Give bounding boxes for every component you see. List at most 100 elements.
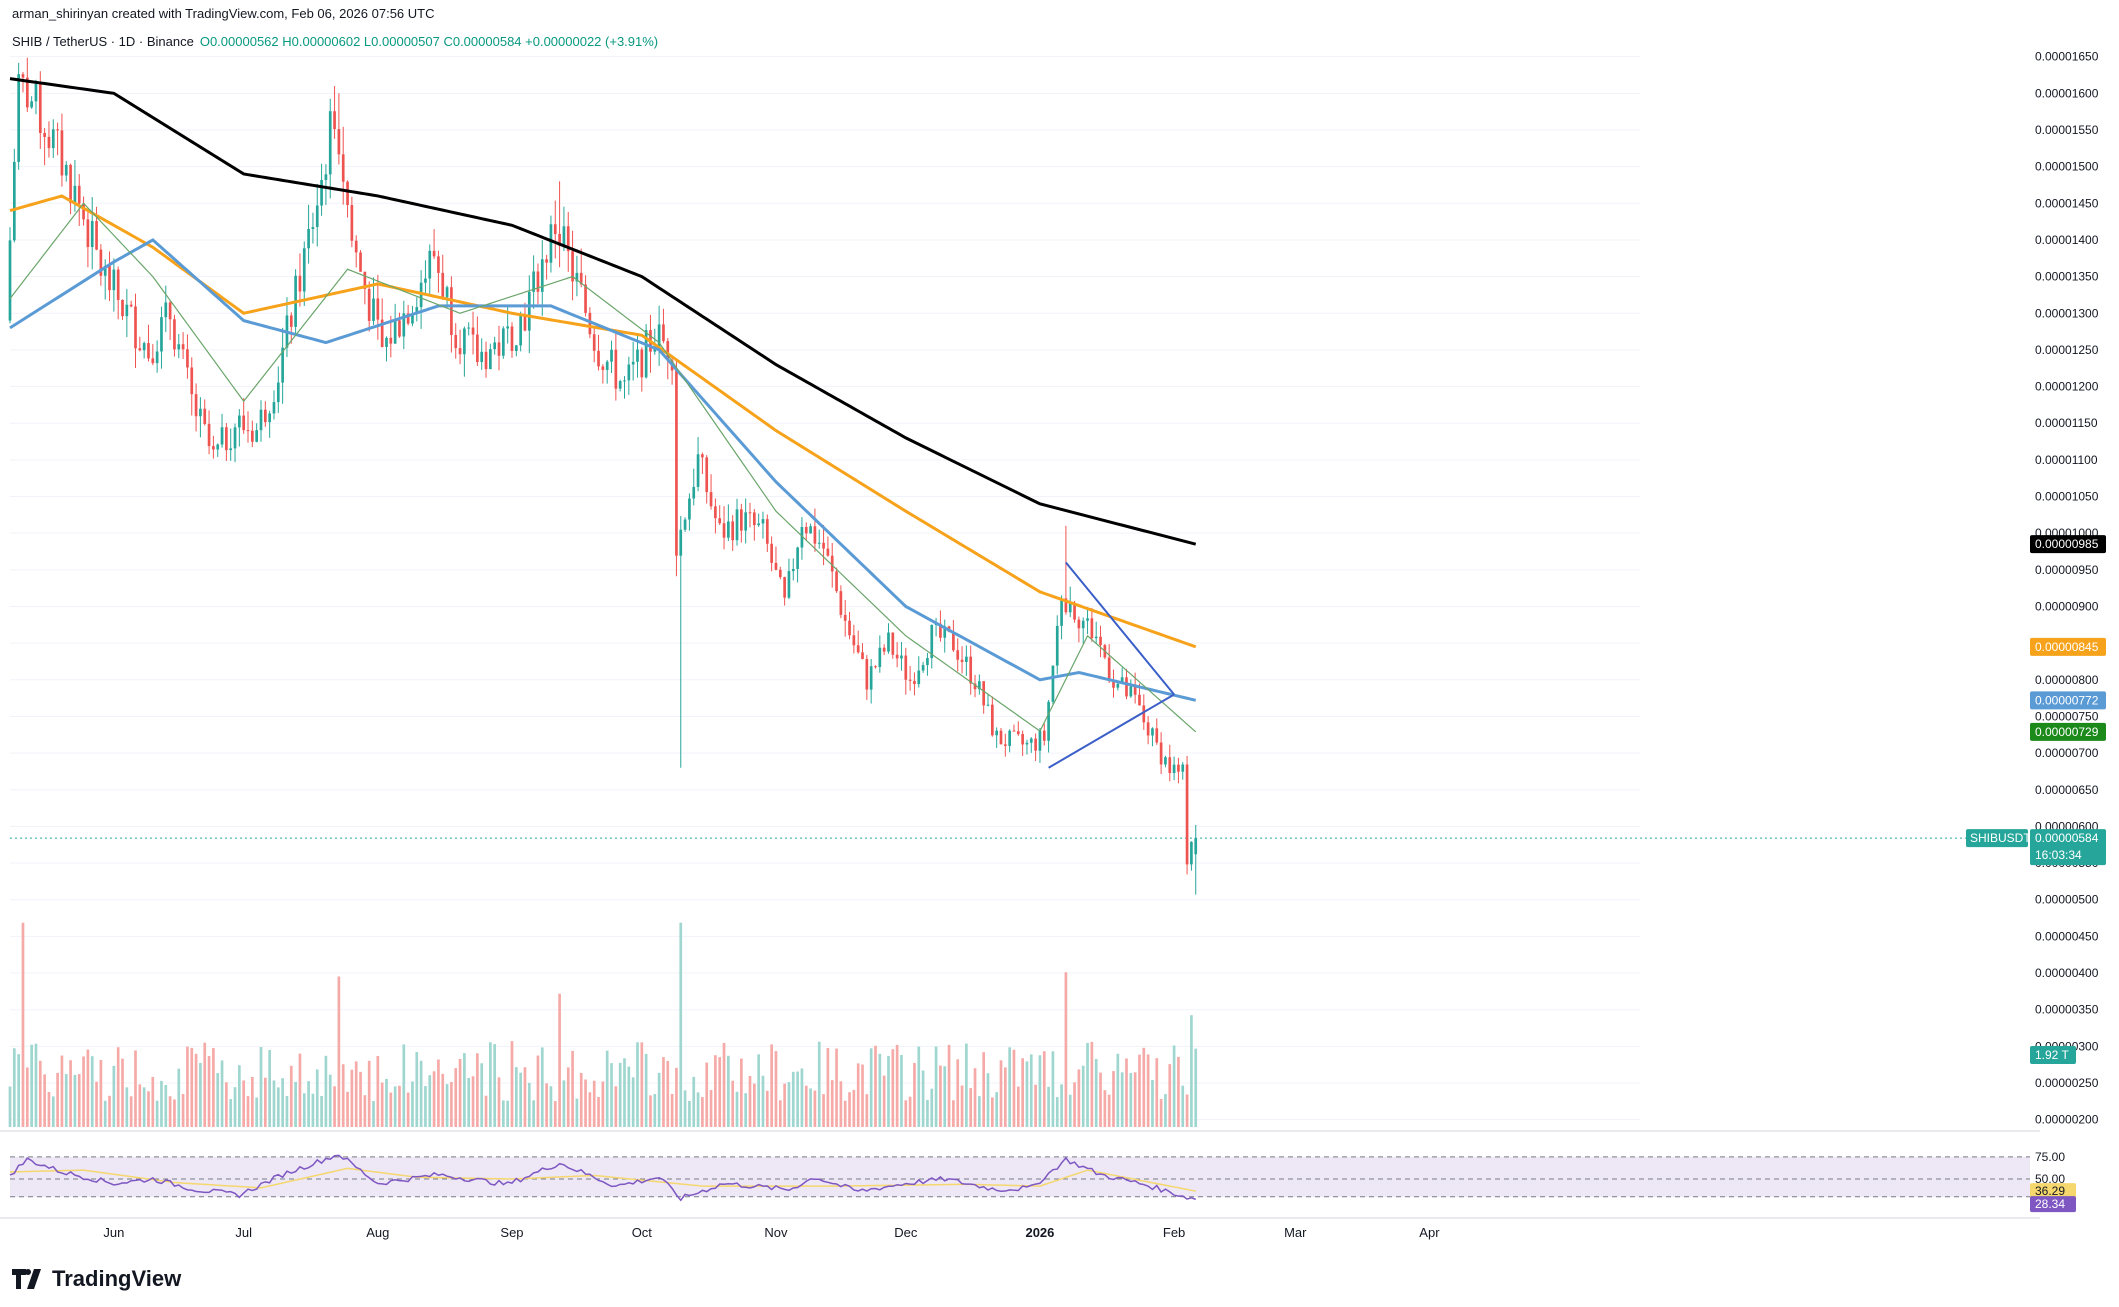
- candle-down: [904, 655, 908, 680]
- candle-up: [402, 313, 406, 337]
- candle-down: [640, 349, 644, 378]
- candle-up: [268, 413, 271, 423]
- candle-up: [164, 302, 168, 318]
- volume-bar: [817, 1041, 821, 1127]
- volume-bar: [705, 1062, 709, 1127]
- candle-down: [895, 654, 899, 659]
- volume-bar: [947, 1044, 951, 1127]
- volume-bar: [770, 1044, 773, 1127]
- candle-up: [281, 347, 284, 383]
- candle-down: [190, 367, 194, 395]
- volume-bar: [255, 1097, 259, 1127]
- volume-bar: [514, 1067, 518, 1127]
- candle-up: [1055, 625, 1059, 666]
- volume-bar: [363, 1095, 367, 1127]
- candle-up: [160, 317, 163, 352]
- candle-down: [1112, 681, 1115, 688]
- volume-bar: [973, 1068, 977, 1127]
- candle-down: [60, 130, 64, 176]
- candle-down: [1003, 744, 1007, 746]
- volume-bar: [372, 1101, 375, 1127]
- candle-up: [385, 337, 388, 347]
- volume-bar: [934, 1046, 938, 1127]
- volume-bar: [679, 922, 683, 1127]
- candle-up: [986, 704, 990, 706]
- candle-down: [337, 129, 341, 155]
- volume-bar: [1077, 1069, 1081, 1127]
- volume-bar: [458, 1059, 462, 1127]
- candle-up: [921, 665, 925, 671]
- candle-down: [601, 366, 605, 370]
- candle-up: [480, 351, 484, 363]
- volume-bar: [1129, 1073, 1133, 1127]
- candle-up: [17, 74, 20, 162]
- time-tick-label: Oct: [632, 1225, 653, 1240]
- candle-up: [1181, 764, 1185, 772]
- candle-down: [1138, 694, 1141, 706]
- volume-bar: [631, 1077, 635, 1127]
- candle-down: [242, 415, 246, 431]
- candle-down: [662, 324, 665, 342]
- volume-bar: [839, 1081, 843, 1127]
- volume-bar: [813, 1090, 817, 1127]
- candle-up: [8, 240, 12, 321]
- candle-up: [445, 287, 449, 298]
- volume-bar: [225, 1082, 228, 1127]
- candle-down: [952, 631, 955, 651]
- candle-up: [965, 656, 968, 662]
- candle-up: [1120, 677, 1124, 684]
- candle-down: [835, 571, 838, 592]
- volume-bar: [64, 1074, 68, 1127]
- volume-bar: [1025, 1061, 1029, 1127]
- candle-down: [848, 620, 851, 636]
- candle-down: [138, 348, 142, 351]
- candle-up: [657, 324, 661, 348]
- volume-bar: [1133, 1072, 1137, 1127]
- volume-bar: [428, 1075, 432, 1127]
- candle-up: [12, 161, 16, 241]
- candle-down: [826, 548, 830, 556]
- volume-bar: [1034, 1084, 1037, 1127]
- volume-bar: [796, 1071, 799, 1127]
- volume-bar: [337, 976, 341, 1127]
- volume-bar: [450, 1081, 453, 1127]
- candle-down: [116, 269, 120, 300]
- volume-bar: [683, 1090, 687, 1127]
- volume-bar: [848, 1092, 851, 1127]
- ohlc-values: O0.00000562 H0.00000602 L0.00000507 C0.0…: [199, 34, 659, 49]
- candle-down: [778, 569, 782, 578]
- candle-down: [969, 656, 973, 684]
- candle-down: [960, 659, 964, 662]
- volume-bar: [328, 1074, 332, 1127]
- symbol-title[interactable]: SHIB / TetherUS · 1D · Binance: [12, 34, 194, 49]
- price-tick-label: 0.00000950: [2035, 563, 2099, 577]
- candle-down: [973, 683, 977, 690]
- volume-bar: [25, 1067, 29, 1127]
- volume-bar: [493, 1044, 497, 1127]
- price-tick-label: 0.00001200: [2035, 380, 2099, 394]
- volume-bar: [545, 1083, 548, 1127]
- candle-up: [73, 185, 77, 203]
- volume-bar: [562, 1080, 566, 1127]
- candle-up: [411, 313, 414, 324]
- tradingview-logo[interactable]: TradingView: [12, 1266, 181, 1292]
- price-tick-label: 0.00001650: [2035, 50, 2099, 64]
- volume-bar: [579, 1072, 583, 1127]
- volume-bar: [246, 1096, 250, 1127]
- volume-bar: [774, 1051, 778, 1127]
- volume-bar: [147, 1091, 150, 1127]
- countdown-label: 16:03:34: [2035, 848, 2082, 862]
- volume-bar: [995, 1092, 999, 1127]
- volume-bar: [43, 1074, 46, 1127]
- price-tick-label: 0.00001450: [2035, 196, 2099, 210]
- candle-up: [735, 509, 739, 541]
- volume-bar: [1120, 1072, 1124, 1127]
- price-tick-label: 0.00001050: [2035, 490, 2099, 504]
- volume-bar: [69, 1060, 72, 1127]
- candle-down: [765, 519, 769, 544]
- candle-down: [584, 284, 587, 313]
- candle-down: [346, 181, 349, 205]
- candle-down: [913, 680, 916, 685]
- volume-bar: [424, 1086, 427, 1127]
